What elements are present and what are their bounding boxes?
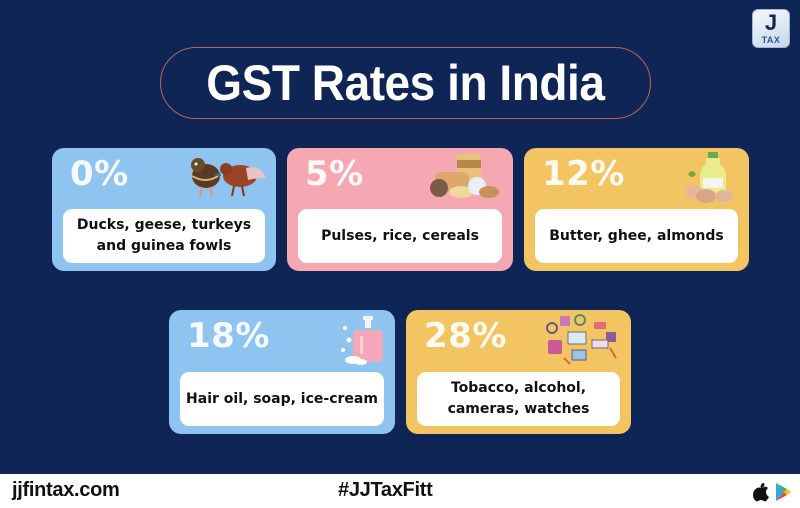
rate-value: 18% <box>187 316 270 356</box>
rate-card-18-percent: 18% Hair oil, soap, ice-cream <box>169 310 395 434</box>
rate-description: Ducks, geese, turkeys and guinea fowls <box>63 209 265 263</box>
luxury-goods-icon <box>546 314 617 365</box>
rate-description: Pulses, rice, cereals <box>298 209 502 263</box>
title-pill: GST Rates in India <box>160 47 651 119</box>
page-title: GST Rates in India <box>206 55 605 111</box>
hashtag: #JJTaxFitt <box>338 479 433 501</box>
rate-card-28-percent: 28% Tobacco, alcohol, cameras, watches <box>406 310 631 434</box>
rate-value: 5% <box>305 154 364 194</box>
jjtax-logo-icon: J TAX <box>752 9 790 48</box>
soap-dispenser-icon <box>341 316 383 365</box>
rate-card-5-percent: 5% Pulses, rice, cereals <box>287 148 513 271</box>
rate-description: Tobacco, alcohol, cameras, watches <box>417 372 620 426</box>
rate-card-12-percent: 12% Butter, ghee, almonds <box>524 148 749 271</box>
almond-oil-bottle-icon <box>685 152 733 203</box>
infographic-poster: J TAX GST Rates in India 0% Ducks, geese… <box>0 0 800 474</box>
app-store-links <box>752 481 796 503</box>
grains-bread-icon <box>430 154 499 198</box>
rate-value: 0% <box>70 154 129 194</box>
apple-app-store-icon[interactable] <box>752 482 770 502</box>
logo-text: TAX <box>761 35 781 45</box>
footer-bar: jjfintax.com #JJTaxFitt <box>0 474 800 508</box>
rate-description: Hair oil, soap, ice-cream <box>180 372 384 426</box>
poultry-birds-icon <box>191 158 266 197</box>
website-link[interactable]: jjfintax.com <box>12 479 120 501</box>
google-play-icon[interactable] <box>774 482 792 502</box>
rate-value: 28% <box>424 316 507 356</box>
rate-description: Butter, ghee, almonds <box>535 209 738 263</box>
rate-value: 12% <box>542 154 625 194</box>
logo-letter: J <box>764 10 778 35</box>
rate-card-0-percent: 0% Ducks, geese, turkeys and guinea fowl… <box>52 148 276 271</box>
